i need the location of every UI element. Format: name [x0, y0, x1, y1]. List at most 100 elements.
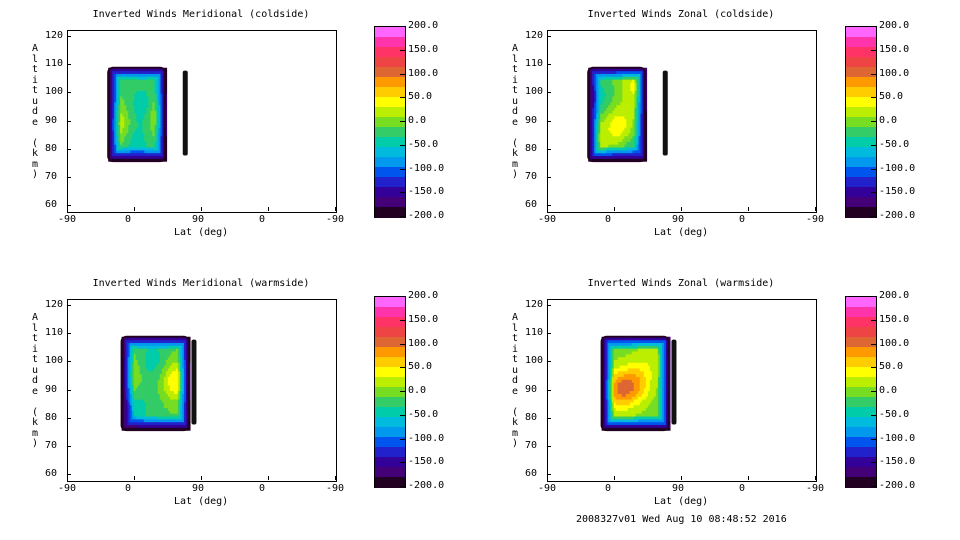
contour-cell: [634, 113, 638, 117]
contour-cell: [128, 155, 131, 159]
contour-cell: [663, 376, 667, 380]
contour-cell: [588, 113, 591, 117]
contour-cell: [635, 353, 639, 358]
contour-cell: [596, 152, 599, 157]
contour-cell: [147, 350, 151, 355]
contour-cell: [663, 356, 667, 360]
contour-cell: [633, 415, 637, 420]
contour-cell: [154, 124, 158, 128]
contour-cell: [137, 373, 141, 377]
contour-cell: [128, 146, 131, 151]
colorbar-tick-label: 0.0: [879, 385, 898, 396]
contour-cell: [157, 398, 161, 403]
contour-cell: [112, 118, 115, 123]
contour-cell: [114, 113, 117, 117]
contour-cell: [625, 382, 629, 386]
contour-cell: [633, 345, 637, 349]
contour-cell: [601, 410, 605, 414]
contour-cell: [651, 339, 655, 344]
contour-cell: [663, 353, 667, 358]
contour-cell: [159, 345, 163, 349]
contour-cell: [130, 81, 133, 86]
contour-cell: [126, 158, 129, 162]
contour-cell: [629, 373, 633, 377]
contour-cell: [143, 424, 147, 428]
contour-cell: [619, 384, 623, 389]
contour-cell: [601, 367, 605, 372]
contour-cell: [622, 158, 625, 162]
contour-cell: [596, 149, 599, 154]
contour-cell: [116, 90, 119, 94]
contour-cell: [140, 135, 143, 140]
contour-cell: [641, 404, 645, 409]
contour-cell: [635, 413, 639, 417]
contour-cell: [128, 98, 131, 103]
contour-cell: [609, 421, 613, 426]
contour-cell: [157, 336, 161, 341]
contour-cell: [610, 158, 613, 162]
contour-cell: [596, 138, 599, 142]
x-tick-label: 0: [605, 214, 612, 225]
contour-cell: [637, 348, 641, 352]
contour-cell: [609, 404, 613, 409]
contour-cell: [133, 345, 137, 349]
contour-cell: [598, 132, 601, 137]
contour-cell: [167, 345, 171, 349]
contour-cell: [630, 90, 634, 94]
contour-cell: [635, 418, 639, 423]
contour-cell: [134, 73, 137, 77]
contour-cell: [138, 90, 141, 94]
colorbar-swatch: [846, 187, 876, 198]
contour-cell: [634, 104, 638, 108]
contour-cell: [645, 382, 649, 386]
contour-cell: [157, 424, 161, 428]
contour-cell: [621, 365, 625, 369]
contour-cell: [118, 121, 121, 125]
contour-cell: [128, 115, 131, 120]
contour-cell: [604, 76, 607, 80]
contour-cell: [177, 407, 181, 411]
contour-cell: [603, 415, 607, 420]
contour-cell: [133, 424, 137, 428]
contour-cell: [623, 427, 627, 431]
contour-cell: [173, 379, 177, 383]
contour-cell: [149, 336, 153, 341]
contour-cell: [640, 132, 644, 137]
contour-cell: [149, 393, 153, 397]
contour-cell: [642, 101, 646, 106]
contour-cell: [645, 342, 649, 346]
contour-cell: [121, 421, 125, 426]
contour-cell: [118, 79, 121, 83]
contour-cell: [148, 158, 152, 162]
contour-cell: [165, 339, 169, 344]
contour-cell: [661, 390, 665, 394]
contour-cell: [155, 359, 159, 363]
contour-cell: [159, 336, 163, 341]
contour-cell: [596, 76, 599, 80]
contour-cell: [161, 398, 165, 403]
contour-cell: [150, 73, 154, 77]
contour-cell: [121, 396, 125, 400]
contour-cell: [617, 382, 621, 386]
contour-cell: [608, 132, 611, 137]
contour-cell: [146, 152, 149, 157]
contour-cell: [628, 67, 632, 72]
contour-cell: [617, 348, 621, 352]
contour-cell: [639, 359, 643, 363]
contour-cell: [615, 350, 619, 355]
colorbar-tick-mark: [871, 144, 876, 146]
contour-cell: [177, 398, 181, 403]
contour-cell: [639, 413, 643, 417]
contour-cell: [655, 373, 659, 377]
colorbar-tick-mark: [400, 319, 405, 321]
contour-cell: [151, 398, 155, 403]
contour-cell: [157, 376, 161, 380]
contour-cell: [647, 407, 651, 411]
contour-cell: [171, 353, 175, 358]
contour-cell: [114, 132, 117, 137]
contour-cell: [118, 98, 121, 103]
contour-cell: [645, 415, 649, 420]
contour-cell: [620, 67, 623, 72]
contour-cell: [605, 393, 609, 397]
contour-cell: [140, 104, 143, 108]
